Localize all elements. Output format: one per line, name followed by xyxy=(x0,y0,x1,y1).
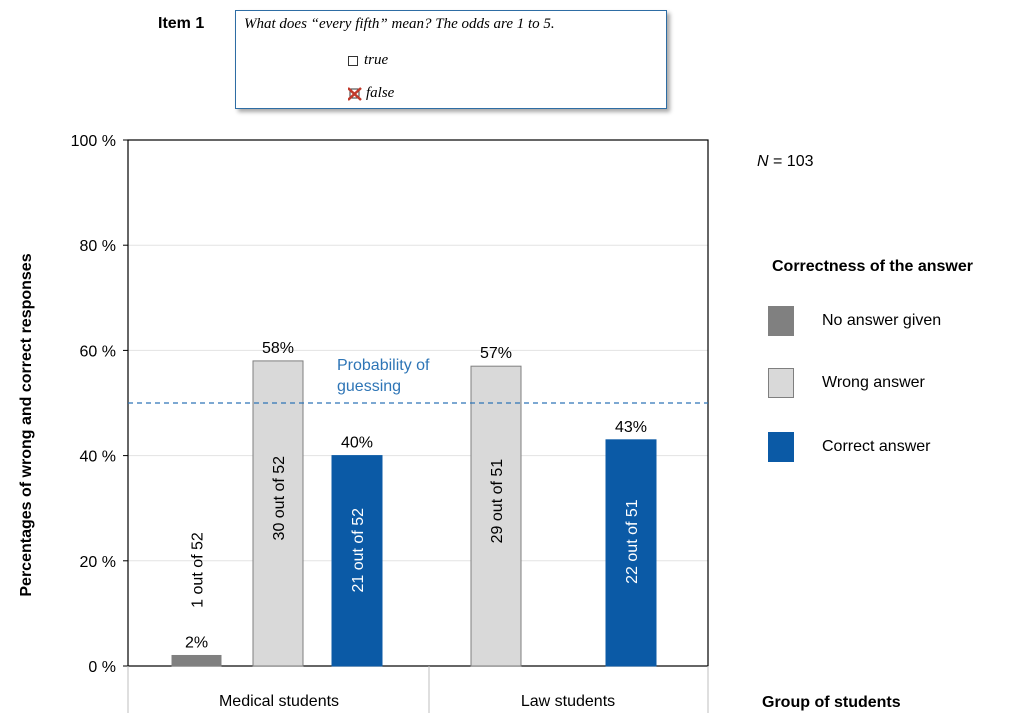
legend-swatch-correct xyxy=(768,432,794,462)
item-question-box: What does “every fifth” mean? The odds a… xyxy=(235,10,667,109)
option-true: true xyxy=(348,52,388,69)
data-label-no_answer-0: 2% xyxy=(185,634,208,651)
legend-swatch-wrong xyxy=(768,368,794,398)
bar-no_answer-0 xyxy=(171,654,222,667)
data-label-wrong-1: 57% xyxy=(480,345,512,362)
option-true-label: true xyxy=(364,52,389,68)
count-label-correct-1: 22 out of 51 xyxy=(624,499,641,584)
data-label-wrong-0: 58% xyxy=(262,340,294,357)
y-tick-label-100: 100 % xyxy=(71,133,116,150)
option-false-label: false xyxy=(366,85,395,101)
legend-label-no-answer: No answer given xyxy=(822,312,942,329)
bar-wrong-0 xyxy=(252,360,304,667)
sample-size-value: = 103 xyxy=(768,153,814,170)
legend-item-wrong: Wrong answer xyxy=(768,368,925,398)
bar-correct-0 xyxy=(331,455,383,667)
legend-title: Correctness of the answer xyxy=(772,258,973,275)
bar-correct-1 xyxy=(605,439,657,667)
data-label-correct-1: 43% xyxy=(615,419,647,436)
item-label: Item 1 xyxy=(158,15,205,32)
y-tick-label-0: 0 % xyxy=(88,659,116,676)
bar-wrong-1 xyxy=(470,365,522,667)
legend-swatch-no-answer xyxy=(768,306,794,336)
y-tick-label-40: 40 % xyxy=(80,449,116,466)
red-x-icon xyxy=(348,86,362,101)
count-label-wrong-1: 29 out of 51 xyxy=(489,459,506,544)
guessing-label-line-2: guessing xyxy=(337,378,401,395)
x-axis-group-label: Group of students xyxy=(762,694,901,711)
y-tick-label-60: 60 % xyxy=(80,343,116,360)
count-label-wrong-0: 30 out of 52 xyxy=(271,456,288,541)
legend-item-no-answer: No answer given xyxy=(768,306,941,336)
guessing-label-line-1: Probability of xyxy=(337,357,430,374)
data-label-correct-0: 40% xyxy=(341,435,373,452)
count-label-correct-0: 21 out of 52 xyxy=(350,508,367,593)
checkbox-icon xyxy=(348,55,358,66)
legend-item-correct: Correct answer xyxy=(768,432,930,462)
sample-size-symbol: N xyxy=(757,153,769,170)
category-label-0: Medical students xyxy=(219,693,339,710)
y-tick-label-20: 20 % xyxy=(80,554,116,571)
option-false: false xyxy=(348,85,394,102)
legend-label-wrong: Wrong answer xyxy=(822,374,925,391)
sample-size-label: N = 103 xyxy=(757,153,814,171)
y-tick-label-80: 80 % xyxy=(80,238,116,255)
category-label-1: Law students xyxy=(521,693,615,710)
legend-label-correct: Correct answer xyxy=(822,438,931,455)
item-question-text: What does “every fifth” mean? The odds a… xyxy=(244,16,555,32)
count-label-no_answer-0: 1 out of 52 xyxy=(190,532,207,608)
